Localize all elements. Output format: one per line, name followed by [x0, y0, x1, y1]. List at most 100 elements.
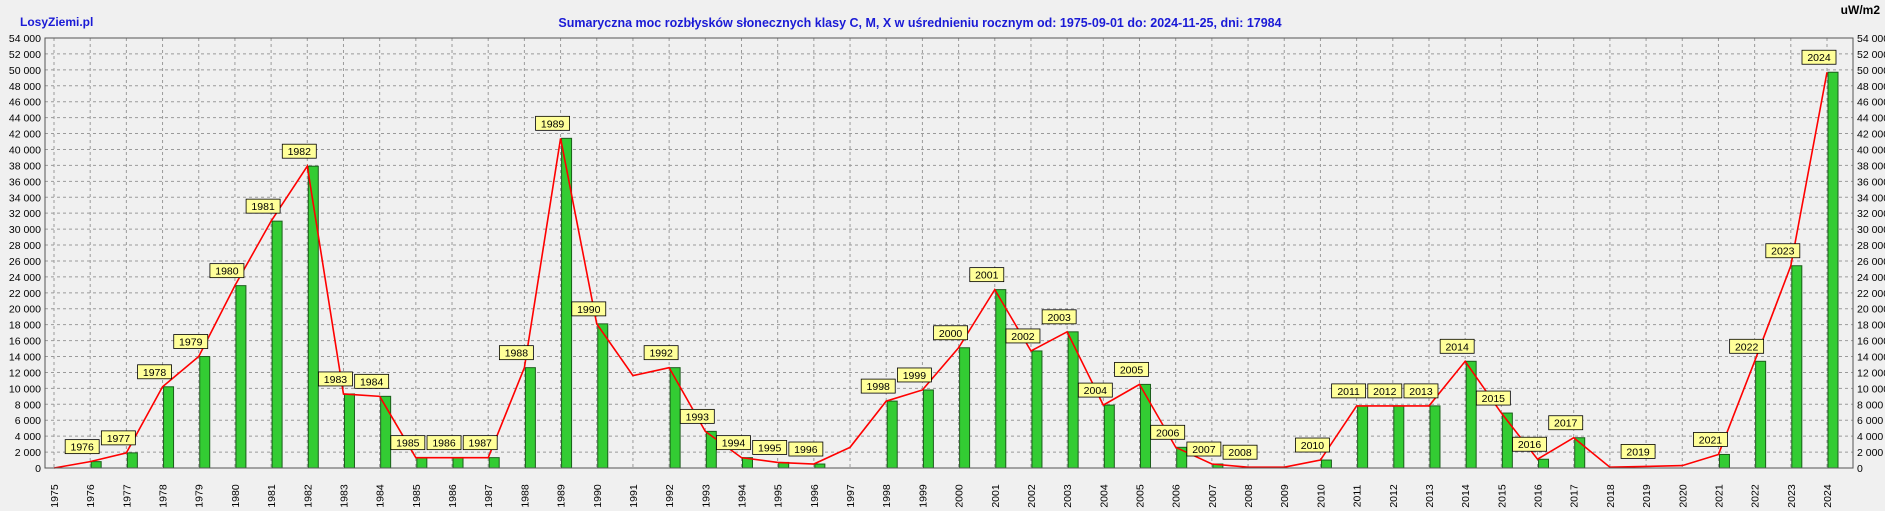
- year-callout: 2000: [933, 325, 968, 341]
- callout-label: 2004: [1084, 385, 1108, 397]
- y-tick-label-left: 46 000: [9, 97, 41, 109]
- x-tick-label: 2011: [1352, 485, 1364, 508]
- x-tick-label: 2015: [1496, 484, 1508, 508]
- y-tick-label-left: 18 000: [9, 320, 41, 332]
- callout-box: [64, 439, 100, 455]
- callout-box: [390, 435, 426, 451]
- callout-box: [752, 440, 788, 455]
- y-tick-label-right: 50 000: [1857, 65, 1885, 77]
- bar-1982: [307, 165, 319, 469]
- callout-box: [462, 435, 498, 451]
- y-tick-label-left: 48 000: [9, 81, 41, 93]
- callout-label: 2015: [1482, 393, 1506, 405]
- year-callouts: 1976 1977 1978 1979 1980 1981 1982 1983 1984 1985…: [64, 49, 1837, 460]
- bar-2021: [1718, 453, 1730, 469]
- x-tick-label: 1989: [556, 484, 568, 508]
- y-tick-label-right: 16 000: [1857, 336, 1885, 348]
- callout-label: 2008: [1228, 447, 1252, 459]
- x-tick-label: 1985: [411, 484, 423, 508]
- year-callout: 1982: [281, 143, 317, 159]
- callout-label: 1982: [288, 146, 312, 158]
- y-tick-label-left: 12 000: [9, 367, 41, 379]
- bar-2001: [995, 289, 1007, 469]
- callout-label: 1994: [722, 438, 746, 450]
- x-tick-label: 2012: [1388, 484, 1400, 508]
- bar-1999: [922, 389, 934, 469]
- callout-box: [1548, 415, 1584, 431]
- y-tick-label-left: 42 000: [9, 129, 41, 141]
- x-tick-label: 1975: [49, 484, 61, 508]
- callout-box: [535, 115, 570, 131]
- y-tick-label-left: 28 000: [9, 240, 41, 252]
- callout-box: [1765, 243, 1801, 259]
- callout-box: [1041, 309, 1077, 325]
- callout-box: [1331, 383, 1367, 399]
- x-tick-label: 2001: [990, 484, 1002, 508]
- callout-box: [426, 435, 462, 451]
- callout-box: [1295, 437, 1330, 453]
- y-tick-label-left: 52 000: [9, 49, 41, 61]
- callout-label: 1977: [107, 433, 131, 445]
- y-tick-label-left: 6 000: [15, 415, 41, 427]
- callout-box: [1801, 49, 1837, 65]
- x-tick-label: 2014: [1460, 484, 1472, 508]
- year-callout: 1998: [860, 378, 896, 394]
- callout-box: [137, 364, 172, 380]
- callout-label: 1985: [396, 438, 420, 450]
- gridlines: [45, 37, 1853, 469]
- callout-label: 1992: [649, 348, 673, 360]
- bar-2002: [1031, 350, 1043, 469]
- x-axis: 1975 1976 1977 1978 1979 1980 1981 1982 1983 1984…: [49, 484, 1834, 508]
- year-callout: 2004: [1077, 382, 1113, 398]
- callout-box: [1475, 390, 1511, 406]
- x-tick-label: 1978: [158, 484, 170, 508]
- bar-2004: [1103, 404, 1115, 469]
- x-tick-label: 1994: [736, 484, 748, 508]
- y-tick-label-left: 0: [35, 463, 41, 475]
- x-tick-label: 1987: [483, 484, 495, 508]
- y-tick-label-left: 22 000: [9, 288, 41, 300]
- y-axis-right: 0 2 000 4 000 6 000 8 000 10 000 12 000 14 000 1…: [1857, 33, 1885, 475]
- x-tick-label: 2017: [1569, 484, 1581, 508]
- y-tick-label-left: 44 000: [9, 113, 41, 125]
- x-tick-label: 2018: [1605, 484, 1617, 508]
- callout-box: [1439, 338, 1475, 354]
- callout-label: 2001: [975, 270, 999, 282]
- year-callout: 1993: [679, 408, 715, 424]
- callout-label: 1989: [541, 118, 565, 130]
- y-tick-label-right: 12 000: [1857, 367, 1885, 379]
- x-tick-label: 1976: [85, 484, 97, 508]
- callout-label: 1995: [758, 442, 782, 454]
- callout-label: 1990: [577, 304, 601, 316]
- callout-label: 2010: [1301, 440, 1325, 452]
- bar-1980: [235, 285, 247, 469]
- bar-2011: [1357, 405, 1369, 469]
- x-tick-label: 2020: [1677, 484, 1689, 508]
- callout-box: [1005, 328, 1041, 344]
- year-callout: 2002: [1005, 328, 1041, 344]
- y-tick-label-right: 4 000: [1857, 431, 1883, 443]
- year-callout: 1995: [752, 440, 788, 455]
- callout-label: 1987: [469, 438, 493, 450]
- y-tick-label-right: 14 000: [1857, 352, 1885, 364]
- site-name[interactable]: LosyZiemi.pl: [20, 15, 93, 29]
- y-tick-label-left: 2 000: [15, 447, 41, 459]
- callout-label: 1978: [143, 367, 167, 379]
- callout-label: 2019: [1626, 446, 1650, 458]
- callout-box: [716, 435, 751, 451]
- callout-box: [679, 408, 715, 424]
- year-callout: 2011: [1331, 383, 1367, 399]
- callout-box: [173, 334, 209, 349]
- callout-box: [1620, 444, 1656, 459]
- x-tick-label: 2004: [1098, 484, 1110, 508]
- x-tick-label: 1980: [230, 484, 242, 508]
- year-callout: 1985: [390, 435, 426, 451]
- y-tick-label-left: 54 000: [9, 33, 41, 45]
- year-callout: 1992: [643, 345, 679, 361]
- callout-label: 1984: [360, 376, 384, 388]
- x-tick-label: 2023: [1786, 484, 1798, 508]
- x-tick-label: 1996: [809, 484, 821, 508]
- x-tick-label: 1990: [592, 484, 604, 508]
- y-tick-label-left: 4 000: [15, 431, 41, 443]
